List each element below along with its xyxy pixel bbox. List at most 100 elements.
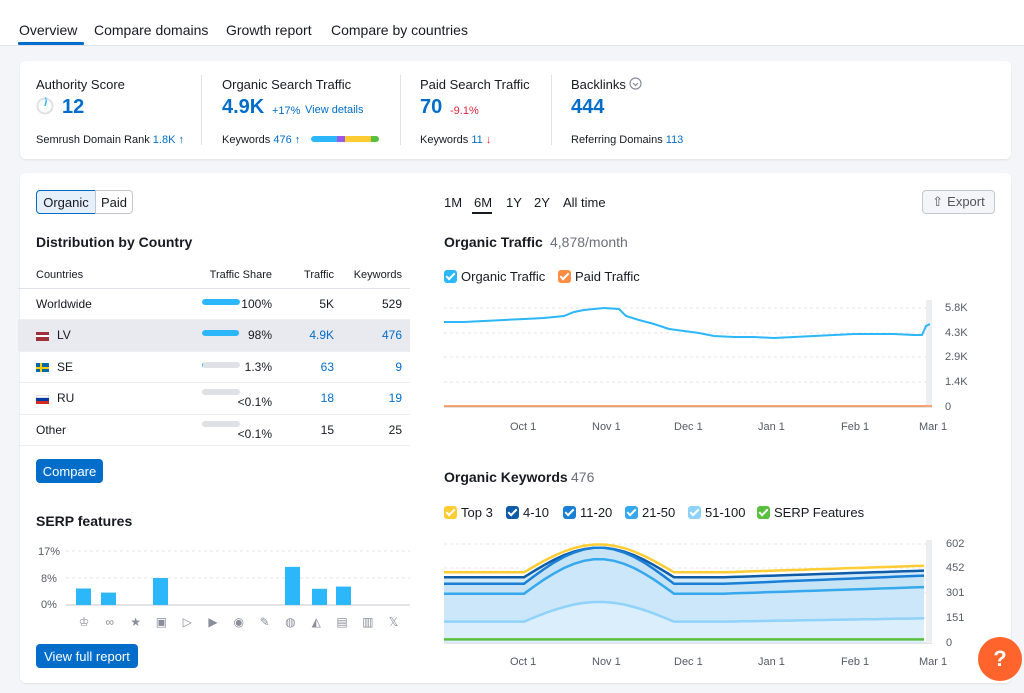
distribution-table: Countries Traffic Share Traffic Keywords… xyxy=(18,262,410,446)
summary-card: Authority Score 12 Semrush Domain Rank 1… xyxy=(20,61,1011,159)
serp-bar[interactable] xyxy=(312,588,327,605)
paid-keywords-value[interactable]: 11 xyxy=(471,134,483,146)
serp-bar[interactable] xyxy=(285,566,300,605)
paid-toggle-button[interactable]: Paid xyxy=(95,190,133,214)
legend-4-10[interactable]: 4-10 xyxy=(506,505,549,520)
keywords-x-tick: Oct 1 xyxy=(510,656,537,668)
domain-rank-value[interactable]: 1.8K xyxy=(152,134,176,146)
x-icon[interactable]: 𝕏 xyxy=(388,615,399,629)
country-cell: Other xyxy=(18,413,168,446)
period-1y[interactable]: 1Y xyxy=(506,195,522,210)
share-bar xyxy=(202,389,240,396)
traffic-cell[interactable]: 63 xyxy=(280,351,342,383)
share-value: <0.1% xyxy=(237,426,272,441)
backlinks-value[interactable]: 444 xyxy=(571,96,605,118)
keywords-cell[interactable]: 19 xyxy=(342,382,410,415)
table-row[interactable]: Worldwide 100% 5K 529 xyxy=(18,288,410,320)
organic-traffic-chart-title: Organic Traffic xyxy=(444,234,543,250)
traffic-x-tick: Feb 1 xyxy=(841,421,870,433)
period-all-time[interactable]: All time xyxy=(563,195,606,210)
organic-keywords-value[interactable]: 476 xyxy=(273,134,292,146)
top3-series xyxy=(444,543,925,574)
share-value: 98% xyxy=(247,328,272,343)
play-icon[interactable]: ▶ xyxy=(208,615,218,629)
tab-compare-by-countries[interactable]: Compare by countries xyxy=(331,22,468,38)
table-row[interactable]: RU <0.1% 18 19 xyxy=(18,382,410,415)
traffic-cell[interactable]: 4.9K xyxy=(280,319,342,352)
organic-traffic-title: Organic Search Traffic xyxy=(222,77,352,92)
traffic-y-tick: 2.9K xyxy=(945,351,968,363)
star-icon[interactable]: ★ xyxy=(130,615,141,629)
crown-icon[interactable]: ♔ xyxy=(78,615,90,629)
tab-compare-domains[interactable]: Compare domains xyxy=(94,22,209,38)
legend-label: Top 3 xyxy=(461,505,493,520)
period-6m[interactable]: 6M xyxy=(474,195,493,210)
col-keywords[interactable]: Keywords xyxy=(342,262,410,289)
tab-growth-report[interactable]: Growth report xyxy=(226,22,312,38)
image-icon[interactable]: ▣ xyxy=(155,615,168,629)
51-100-series xyxy=(444,600,925,623)
document-icon[interactable]: ▤ xyxy=(336,615,348,629)
keywords-cell[interactable]: 476 xyxy=(342,319,410,352)
video-icon[interactable]: ▷ xyxy=(182,615,192,629)
traffic-cell: 15 xyxy=(280,413,342,446)
legend-paid-traffic[interactable]: Paid Traffic xyxy=(558,269,640,284)
traffic-cell: 5K xyxy=(280,288,342,320)
up-arrow-icon: ↑ xyxy=(294,134,301,146)
compare-button[interactable]: Compare xyxy=(36,459,103,483)
legend-51-100[interactable]: 51-100 xyxy=(688,505,745,520)
flag-lv-icon xyxy=(36,331,49,341)
serp-bar[interactable] xyxy=(101,592,116,605)
export-button[interactable]: ⇧ Export xyxy=(922,190,995,214)
traffic-y-tick: 1.4K xyxy=(945,376,968,388)
traffic-cell[interactable]: 18 xyxy=(280,382,342,415)
divider xyxy=(400,75,401,145)
down-arrow-icon: ↓ xyxy=(485,134,492,146)
21-50-series xyxy=(444,558,925,595)
keywords-cell[interactable]: 9 xyxy=(342,351,410,383)
table-row[interactable]: SE 1.3% 63 9 xyxy=(18,351,410,383)
referring-domains-value[interactable]: 113 xyxy=(665,134,684,146)
legend-21-50[interactable]: 21-50 xyxy=(625,505,675,520)
table-row[interactable]: Other <0.1% 15 25 xyxy=(18,413,410,446)
legend-organic-traffic[interactable]: Organic Traffic xyxy=(444,269,545,284)
briefcase-icon[interactable]: ▥ xyxy=(362,615,374,629)
authority-gauge-icon xyxy=(36,97,54,115)
organic-traffic-value[interactable]: 4.9K xyxy=(222,96,265,118)
view-details-link[interactable]: View details xyxy=(305,104,364,116)
legend-11-20[interactable]: 11-20 xyxy=(563,505,612,520)
keywords-x-tick: Dec 1 xyxy=(674,656,703,668)
serp-y-tick: 17% xyxy=(38,546,61,558)
top-nav: Overview Compare domains Growth report C… xyxy=(0,0,1024,46)
col-traffic-share[interactable]: Traffic Share xyxy=(168,262,280,289)
period-2y[interactable]: 2Y xyxy=(534,195,550,210)
domain-rank: Semrush Domain Rank 1.8K ↑ xyxy=(36,134,184,146)
legend-serp-features[interactable]: SERP Features xyxy=(757,505,864,520)
review-icon[interactable]: ✎ xyxy=(259,615,270,629)
col-countries[interactable]: Countries xyxy=(18,262,168,289)
graduation-icon[interactable]: ◭ xyxy=(311,615,321,629)
view-full-report-button[interactable]: View full report xyxy=(36,644,138,668)
export-icon: ⇧ xyxy=(932,194,944,209)
legend-top3[interactable]: Top 3 xyxy=(444,505,493,520)
tab-overview[interactable]: Overview xyxy=(19,22,78,38)
distribution-title: Distribution by Country xyxy=(36,234,193,250)
serp-bar[interactable] xyxy=(153,578,168,605)
link-icon[interactable]: ∞ xyxy=(105,615,115,629)
share-bar xyxy=(202,330,240,337)
keywords-x-tick: Feb 1 xyxy=(841,656,870,668)
paid-traffic-value[interactable]: 70 xyxy=(420,96,443,118)
checkbox-icon xyxy=(558,270,571,283)
table-row[interactable]: LV 98% 4.9K 476 xyxy=(18,319,410,352)
serp-bar[interactable] xyxy=(76,588,91,605)
play-circle-icon[interactable]: ◉ xyxy=(233,615,245,629)
info-icon[interactable] xyxy=(629,77,642,90)
pin-icon[interactable]: ◍ xyxy=(285,615,296,629)
serp-bar[interactable] xyxy=(336,586,351,605)
period-1m[interactable]: 1M xyxy=(444,195,463,210)
help-button[interactable]: ? xyxy=(978,637,1022,681)
col-traffic[interactable]: Traffic xyxy=(280,262,342,289)
divider xyxy=(551,75,552,145)
organic-toggle-button[interactable]: Organic xyxy=(36,190,96,214)
paid-keywords: Keywords 11 ↓ xyxy=(420,134,491,146)
